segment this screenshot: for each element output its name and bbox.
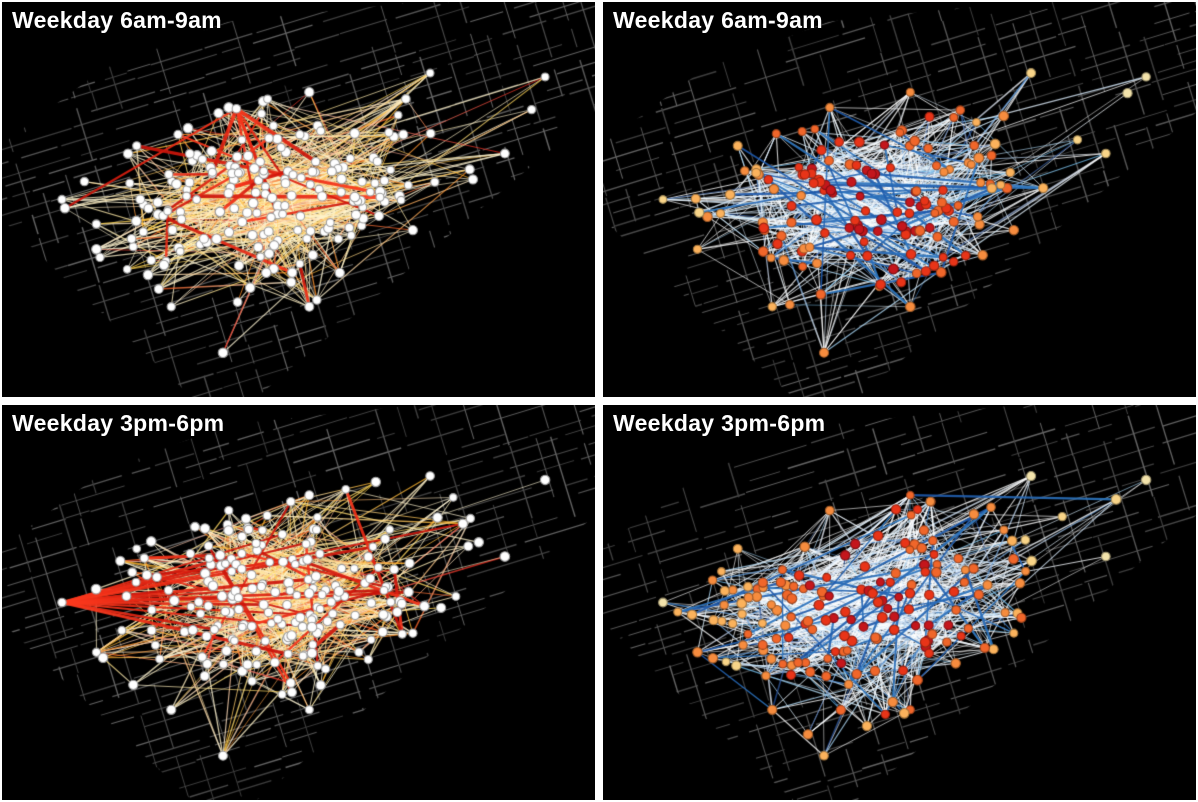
panel-weekday-am-warm: Weekday 6am-9am xyxy=(2,2,595,397)
network-canvas-pm-cool xyxy=(603,405,1196,800)
network-canvas-pm-warm xyxy=(2,405,595,800)
panel-weekday-am-cool: Weekday 6am-9am xyxy=(603,2,1196,397)
network-canvas-am-warm xyxy=(2,2,595,397)
panel-weekday-pm-cool: Weekday 3pm-6pm xyxy=(603,405,1196,800)
panel-title: Weekday 3pm-6pm xyxy=(613,410,826,436)
panel-weekday-pm-warm: Weekday 3pm-6pm xyxy=(2,405,595,800)
network-canvas-am-cool xyxy=(603,2,1196,397)
panel-title: Weekday 6am-9am xyxy=(613,7,823,33)
panel-title: Weekday 6am-9am xyxy=(12,7,222,33)
panel-title: Weekday 3pm-6pm xyxy=(12,410,225,436)
